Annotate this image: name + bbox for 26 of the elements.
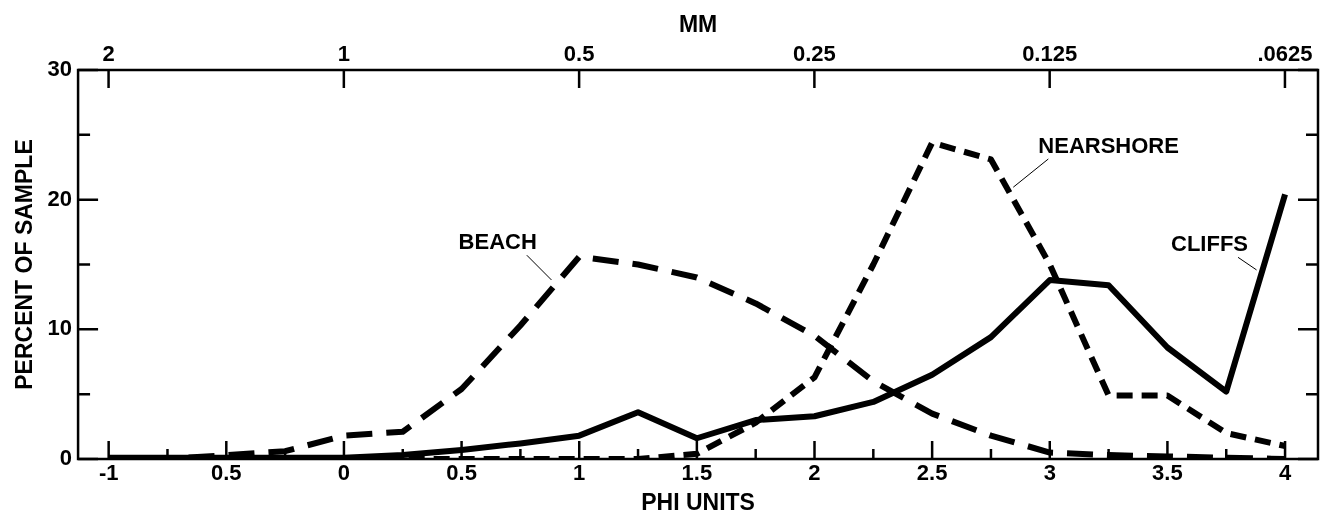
x2-tick-label: 0.5 bbox=[563, 40, 595, 66]
x-tick-label: 0.5 bbox=[446, 460, 477, 486]
y-tick-label: 10 bbox=[47, 315, 73, 341]
x-tick-label: 2.5 bbox=[916, 460, 948, 486]
x-tick-label: 0.5 bbox=[211, 460, 242, 486]
x-tick-label: 1 bbox=[573, 460, 586, 486]
x-tick-label: 3.5 bbox=[1152, 460, 1183, 486]
x-tick-label: 4 bbox=[1278, 460, 1292, 486]
x-tick-label: 1.5 bbox=[681, 460, 713, 486]
series-label: BEACH bbox=[458, 229, 537, 255]
x2-tick-label: .0625 bbox=[1257, 40, 1313, 66]
x-tick-label: 2 bbox=[808, 460, 821, 486]
x2-tick-label: 2 bbox=[102, 40, 115, 66]
series-label: CLIFFS bbox=[1171, 231, 1249, 257]
x2-tick-label: 0.25 bbox=[792, 40, 836, 66]
x2-axis-title: MM bbox=[678, 11, 718, 38]
series-label: NEARSHORE bbox=[1038, 132, 1179, 158]
y-axis-title: PERCENT OF SAMPLE bbox=[11, 139, 38, 390]
x2-tick-label: 1 bbox=[337, 40, 350, 66]
y-tick-label: 20 bbox=[47, 185, 73, 211]
x-tick-label: 3 bbox=[1043, 460, 1056, 486]
x-axis-title: PHI UNITS bbox=[641, 488, 755, 515]
x-tick-label: 0 bbox=[337, 460, 351, 486]
x-tick-label: -1 bbox=[98, 460, 119, 486]
x2-tick-label: 0.125 bbox=[1022, 40, 1078, 66]
y-tick-label: 30 bbox=[47, 56, 73, 82]
